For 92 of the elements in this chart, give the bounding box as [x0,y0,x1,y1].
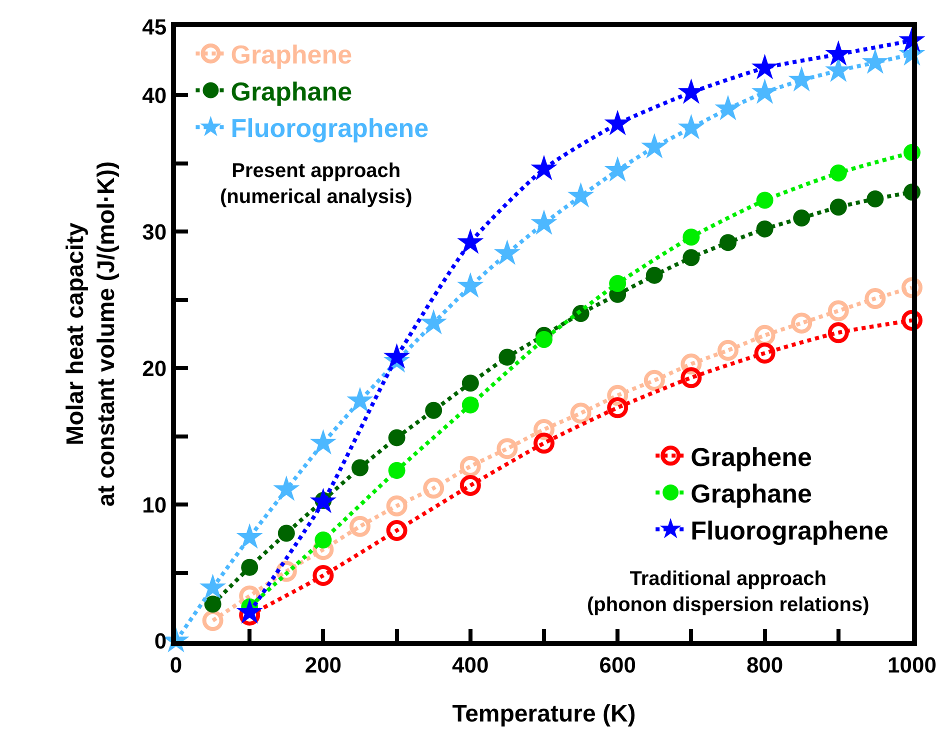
x-tick-label: 1000 [888,652,936,678]
point [682,228,700,246]
point [862,48,889,74]
point [567,182,594,208]
point [756,220,774,238]
point [828,322,849,344]
annotation: Traditional approach (phonon dispersion relations) [587,568,870,616]
point [828,300,849,322]
point [350,516,370,537]
point [462,374,479,392]
point [278,524,295,542]
point [199,574,226,600]
point [420,309,447,334]
x-tick-label: 600 [599,652,636,678]
point [536,330,552,348]
point [646,266,663,284]
point [864,288,886,310]
x-tick-label: 800 [746,652,784,678]
point [425,402,442,419]
y-tick-label: 10 [142,492,167,518]
legend-label: Graphane [690,478,812,509]
point [352,459,368,476]
point [460,456,481,477]
y-axis-title: Molar heat capacity at constant volume (J/(mol·K)) [62,161,120,507]
annotation: Present approach (numerical analysis) [220,160,412,208]
point [678,114,705,140]
point [720,234,736,252]
point [714,94,742,120]
point [462,396,479,414]
point [607,397,628,418]
x-tick-label: 0 [170,652,182,678]
x-axis-title: Temperature (K) [452,700,636,728]
point [718,340,738,361]
point [866,190,884,208]
point [498,348,516,366]
point [604,156,631,182]
point [388,462,406,479]
legend-label: Graphene [690,442,812,472]
point [751,78,778,104]
point [457,272,484,298]
point [383,343,410,369]
point [609,275,626,292]
point [312,565,334,586]
point [494,240,521,265]
point [751,54,778,80]
point [241,558,258,576]
point [346,386,374,412]
point [604,110,631,136]
point [830,164,847,182]
point [791,312,812,334]
legend-label: Graphene [230,40,352,70]
point [530,154,558,180]
point [457,228,484,254]
point [902,277,922,298]
point [793,210,810,227]
point [534,432,554,454]
legend-label: Fluorographene [690,515,889,546]
x-tick-label: 400 [452,652,489,678]
y-tick-label: 20 [142,356,167,381]
point [386,520,408,541]
y-tick-label: 45 [142,14,167,40]
legend-label: Graphane [230,76,352,106]
point [825,40,852,66]
point [756,192,774,209]
point [680,367,702,388]
point [830,198,847,216]
point [236,598,263,624]
point [530,209,558,235]
legend-label: Fluorographene [230,113,429,144]
point [310,488,337,514]
point [202,610,224,632]
point [788,66,815,92]
point [386,495,408,516]
point [460,474,481,496]
y-tick-label: 40 [142,82,167,108]
point [314,532,332,549]
point [388,429,406,446]
point [310,429,337,454]
point [902,310,922,331]
point [570,402,592,424]
y-tick-label: 0 [154,628,167,654]
point [644,370,665,391]
y-tick-label: 30 [142,219,167,244]
point [204,596,222,613]
point [423,478,444,499]
point [682,249,700,266]
point [754,342,776,364]
point [496,438,518,460]
point [641,133,668,158]
point [236,523,263,549]
x-tick-label: 200 [304,652,342,678]
point [273,476,300,501]
